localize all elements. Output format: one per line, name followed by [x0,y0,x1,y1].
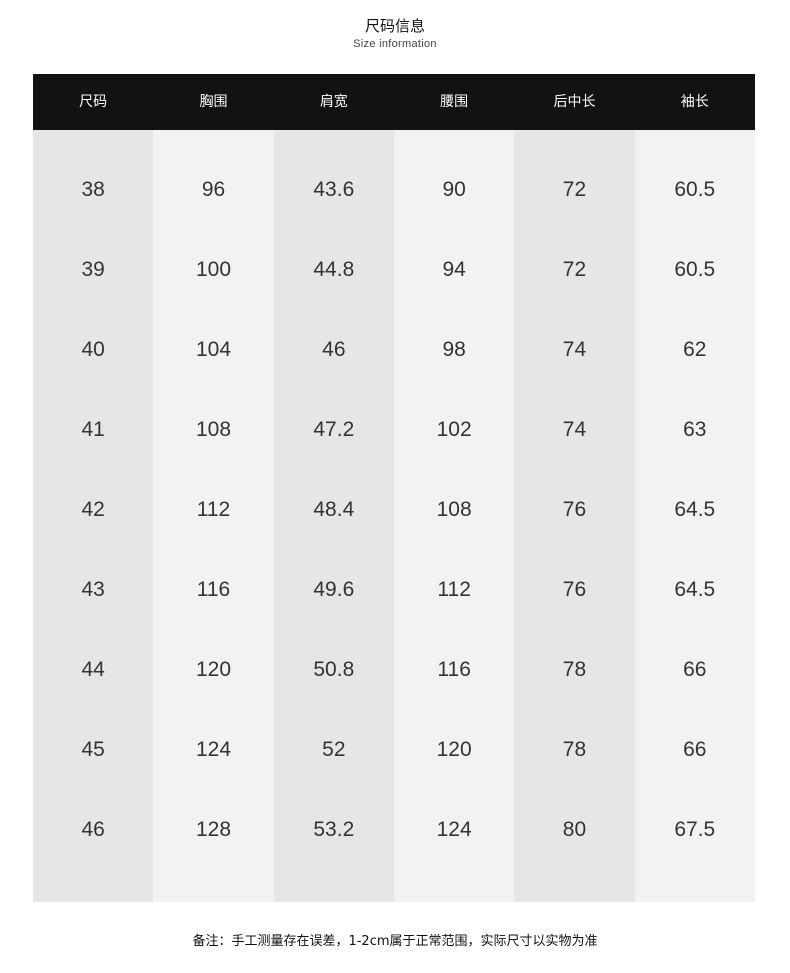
table-cell: 60.5 [674,258,716,281]
table-column: 43.6 44.8 46 47.2 48.4 49.6 50.8 52 53.2 [273,130,394,902]
column-header: 胸围 [199,94,228,110]
table-cell: 64.5 [674,578,716,601]
table-cell: 76 [562,498,587,521]
table-cell: 72 [562,258,587,281]
table-cell: 63 [683,418,707,441]
column-header: 后中长 [553,94,596,110]
table-cell: 112 [196,498,231,521]
table-cell: 38 [81,178,105,201]
table-cell: 67.5 [674,818,716,841]
table-column: 96 100 104 108 112 116 120 124 128 [153,130,274,902]
table-cell: 49.6 [313,578,355,601]
table-cell: 120 [195,658,232,681]
column-header: 腰围 [440,94,469,110]
size-table: 尺码 胸围 肩宽 腰围 后中长 袖长 38 39 40 41 42 43 44 45 46 96 100 104… [33,74,755,902]
table-header: 尺码 胸围 肩宽 腰围 后中长 袖长 [33,74,755,130]
table-cell: 108 [195,418,232,441]
table-cell: 72 [562,178,587,201]
table-cell: 80 [562,818,587,841]
table-cell: 62 [683,338,707,361]
table-cell: 43 [81,578,105,601]
table-cell: 52 [322,738,346,761]
table-cell: 124 [195,738,232,761]
table-cell: 66 [683,658,707,681]
column-header: 尺码 [79,94,108,110]
table-cell: 74 [562,338,587,361]
table-cell: 78 [562,738,587,761]
table-cell: 66 [683,738,707,761]
table-body: 38 39 40 41 42 43 44 45 46 96 100 104 108 112 116 120 12… [33,130,755,902]
table-cell: 50.8 [313,658,355,681]
table-column: 38 39 40 41 42 43 44 45 46 [33,130,154,902]
table-cell: 120 [436,738,472,761]
table-cell: 46 [322,338,346,361]
table-cell: 90 [442,178,466,201]
table-cell: 45 [81,738,105,761]
table-cell: 44.8 [313,258,355,281]
table-cell: 43.6 [313,178,355,201]
table-cell: 53.2 [313,818,355,841]
table-cell: 98 [442,338,466,361]
table-cell: 124 [436,818,472,841]
table-cell: 112 [437,578,471,601]
table-cell: 78 [562,658,587,681]
table-cell: 108 [436,498,472,521]
table-cell: 102 [436,418,472,441]
table-cell: 100 [195,258,232,281]
table-cell: 74 [562,418,587,441]
table-cell: 60.5 [674,178,716,201]
table-cell: 128 [195,818,232,841]
table-cell: 104 [195,338,232,361]
table-cell: 96 [201,178,226,201]
table-cell: 94 [442,258,466,281]
table-column: 90 94 98 102 108 112 116 120 124 [393,130,515,902]
table-column: 60.5 60.5 62 63 64.5 64.5 66 66 67.5 [634,130,755,902]
page-title: 尺码信息 [364,17,425,35]
table-cell: 40 [81,338,105,361]
table-cell: 47.2 [313,418,355,441]
table-cell: 44 [81,658,105,681]
footnote: 备注：手工测量存在误差，1-2cm属于正常范围，实际尺寸以实物为准 [192,934,598,949]
table-cell: 39 [81,258,105,281]
table-cell: 46 [81,818,105,841]
table-cell: 76 [562,578,587,601]
table-cell: 64.5 [674,498,716,521]
column-header: 肩宽 [319,94,348,110]
table-cell: 116 [437,658,471,681]
page-subtitle: Size information [353,38,437,50]
table-column: 72 72 74 74 76 76 78 78 80 [514,130,635,902]
table-cell: 41 [81,418,105,441]
table-cell: 48.4 [313,498,355,521]
column-header: 袖长 [680,94,709,110]
table-cell: 42 [81,498,105,521]
table-cell: 116 [196,578,231,601]
